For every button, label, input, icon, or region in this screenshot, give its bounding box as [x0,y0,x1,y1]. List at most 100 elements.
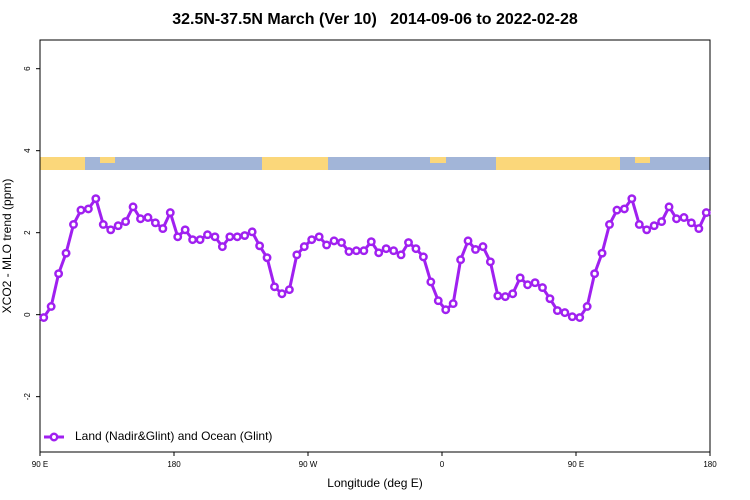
data-point [314,232,324,242]
data-point [672,214,681,224]
data-point [404,238,413,247]
data-point [217,242,227,252]
data-point [344,247,354,256]
data-point [642,225,652,235]
data-point [39,313,49,322]
data-point [366,237,376,247]
data-point [508,289,518,299]
chart-title: 32.5N-37.5N March (Ver 10) 2014-09-06 to… [172,11,578,28]
data-point [590,269,600,279]
data-point [203,230,212,240]
y-tick-label: 2 [23,230,32,235]
data-point [605,220,614,229]
data-point [538,283,547,293]
data-point [247,227,257,237]
data-point [322,240,332,250]
data-point [456,255,466,265]
data-point [575,313,585,322]
data-point [701,208,711,218]
data-point [255,241,265,251]
data-point [337,238,346,247]
data-point [493,291,503,301]
data-point [560,308,570,318]
data-point [694,224,704,234]
data-point [76,205,86,215]
data-point [634,220,644,229]
data-point [552,306,562,316]
data-point [150,218,160,228]
data-point [158,224,168,234]
data-point [143,213,153,222]
data-point [240,231,250,240]
data-point [69,220,78,229]
data-point [374,248,384,258]
land-segment [262,157,328,170]
data-point [262,253,272,263]
land-segment [635,157,650,163]
data-point [277,289,287,299]
y-tick-label: 4 [23,148,32,153]
land-mask [40,157,710,170]
legend-label: Land (Nadir&Glint) and Ocean (Glint) [75,429,272,443]
x-tick-label: 180 [703,460,717,469]
data-point [500,292,510,302]
y-tick-label: 6 [23,66,32,71]
data-point [619,204,629,214]
data-point [270,282,279,292]
data-point [523,280,533,290]
data-point [389,246,399,256]
data-point [612,205,622,215]
x-axis-label: Longitude (deg E) [327,476,422,490]
data-point [136,214,145,224]
data-point [165,208,175,218]
x-tick-label: 90 E [568,460,584,469]
data-point [679,213,689,222]
data-point [426,277,436,287]
plot-frame [39,39,711,453]
data-point [396,250,406,260]
data-point [128,202,138,212]
data-point [649,221,659,231]
data-point [433,296,443,306]
data-point [515,273,525,283]
data-point [478,242,488,252]
y-tick-label: 0 [23,312,32,317]
data-point [91,194,101,204]
data-point [98,220,108,229]
data-point [113,221,123,231]
data-point [106,225,116,235]
land-segment [496,157,620,170]
y-axis-label: XCO2 - MLO trend (ppm) [0,179,14,314]
data-point [284,285,294,295]
data-point [329,236,339,246]
data-point [381,244,391,254]
land-segment [40,157,85,170]
data-point [530,278,540,288]
data-point [46,302,56,311]
x-tick-label: 180 [167,460,181,469]
data-point [83,204,93,214]
data-point [173,232,183,242]
data-point [686,218,696,228]
data-point [485,257,495,267]
x-tick-label: 90 E [32,460,48,469]
data-point [582,302,592,311]
data-point [567,312,577,322]
data-point [411,244,421,254]
data-point [597,248,607,258]
data-point [351,246,361,256]
data-point [188,235,198,245]
data-point [292,250,302,260]
data-point [307,235,317,245]
y-tick-label: -2 [23,393,32,401]
data-point [627,194,637,204]
data-point [210,232,220,242]
data-point [441,305,451,315]
data-point [54,269,64,279]
data-point [448,299,458,309]
data-point [418,252,428,262]
data-point [225,232,235,242]
x-tick-label: 90 W [299,460,318,469]
legend-marker [49,432,59,442]
